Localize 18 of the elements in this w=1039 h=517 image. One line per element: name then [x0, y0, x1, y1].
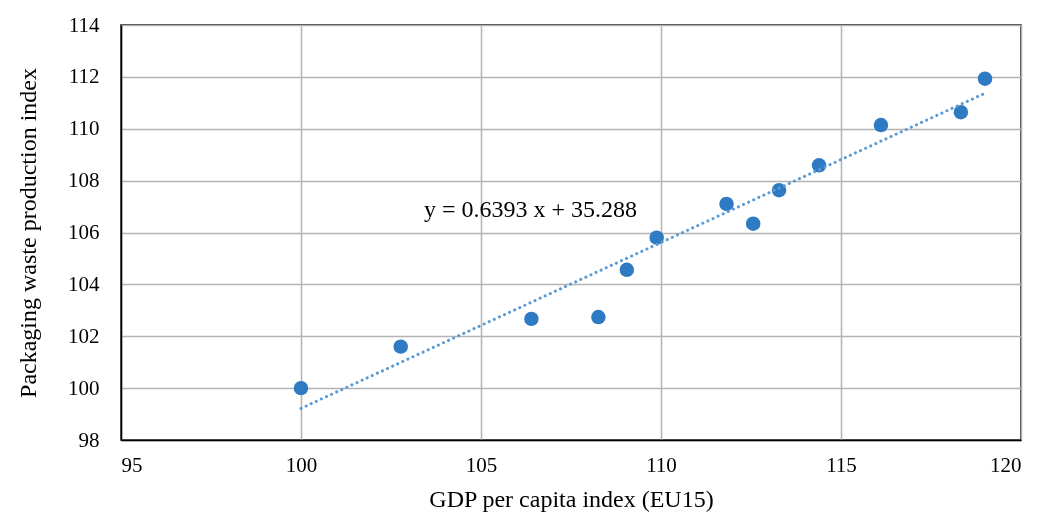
y-tick-label: 108 — [68, 168, 100, 193]
x-axis-title: GDP per capita index (EU15) — [429, 485, 714, 512]
y-tick-label: 104 — [68, 271, 100, 296]
y-tick-label: 114 — [68, 12, 100, 37]
y-tick-label: 112 — [68, 64, 100, 89]
y-tick-label: 102 — [68, 323, 100, 348]
y-tick-label: 106 — [68, 220, 100, 244]
x-tick-label: 120 — [990, 452, 1022, 477]
y-tick-label: 100 — [68, 375, 100, 400]
y-tick-label: 98 — [78, 427, 100, 452]
annotation: y = 0.6393 x + 35.288 — [423, 196, 638, 223]
x-tick-label: 105 — [465, 452, 498, 477]
x-tick-label: 115 — [826, 452, 857, 477]
x-tick-label: 100 — [285, 452, 318, 477]
x-tick-label: 95 — [121, 452, 143, 477]
y-tick-label: 110 — [68, 116, 100, 141]
y-axis-title: Packaging waste production index — [15, 68, 41, 398]
x-tick-label: 110 — [646, 452, 677, 477]
